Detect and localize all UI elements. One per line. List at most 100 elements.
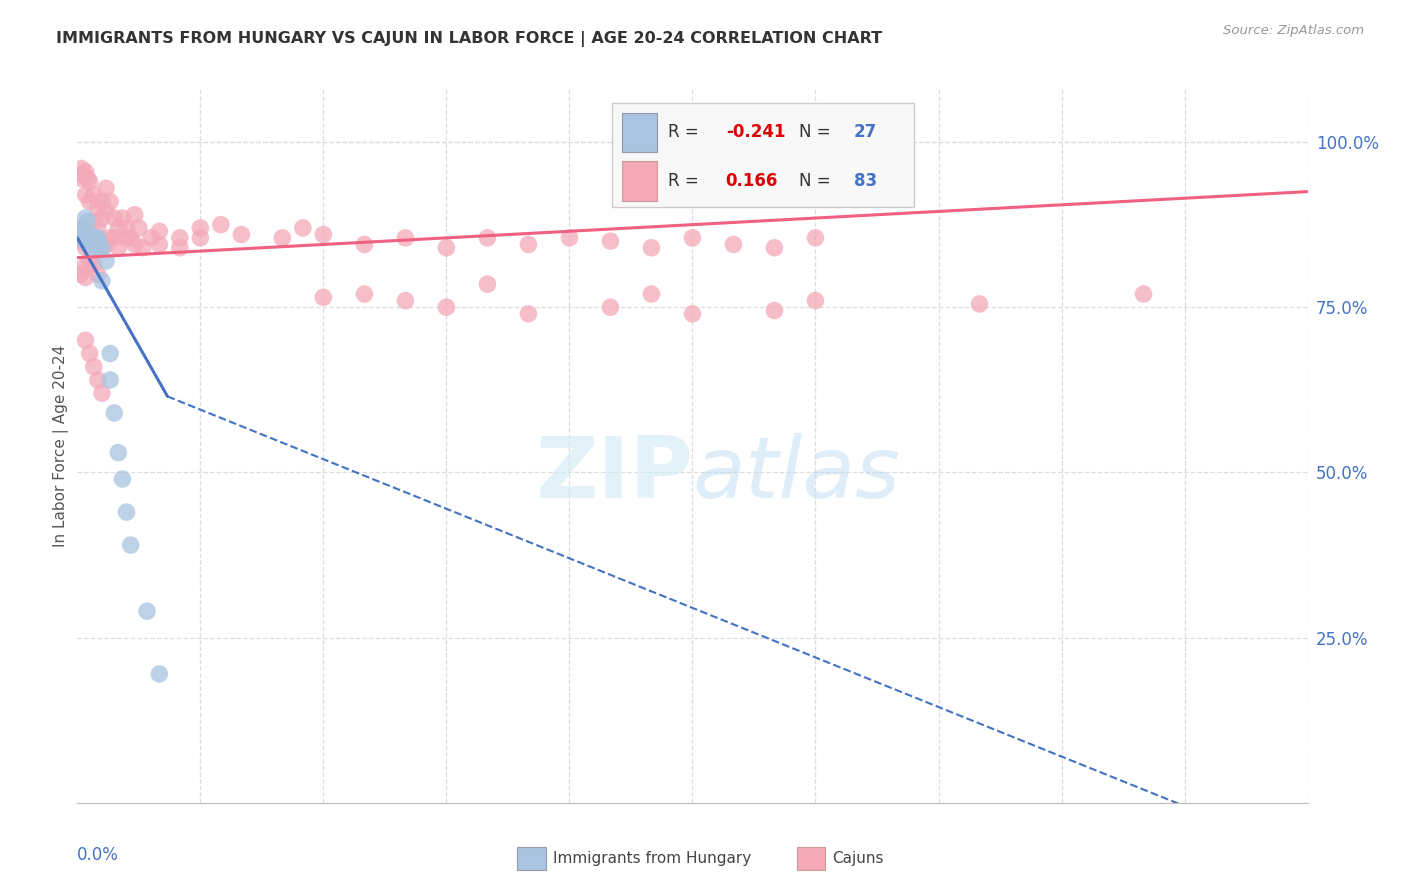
Bar	[623, 161, 657, 201]
Point	[79, 234, 101, 248]
Point	[763, 241, 786, 255]
Point	[87, 231, 110, 245]
Point	[353, 287, 375, 301]
Point	[83, 237, 105, 252]
Point	[115, 231, 138, 245]
Point	[79, 346, 101, 360]
Point	[969, 297, 991, 311]
Point	[231, 227, 253, 242]
Point	[75, 211, 97, 225]
Text: IMMIGRANTS FROM HUNGARY VS CAJUN IN LABOR FORCE | AGE 20-24 CORRELATION CHART: IMMIGRANTS FROM HUNGARY VS CAJUN IN LABO…	[56, 31, 883, 47]
Point	[103, 231, 125, 245]
Bar	[623, 112, 657, 152]
Point	[115, 221, 138, 235]
Text: 83: 83	[853, 172, 877, 190]
Point	[72, 260, 94, 275]
Point	[599, 234, 621, 248]
Point	[87, 241, 110, 255]
Text: R =: R =	[668, 172, 704, 190]
Point	[132, 241, 155, 255]
Point	[599, 300, 621, 314]
Text: 0.166: 0.166	[725, 172, 778, 190]
Point	[120, 538, 142, 552]
Point	[209, 218, 232, 232]
Point	[291, 221, 314, 235]
Point	[67, 231, 90, 245]
Point	[87, 231, 110, 245]
Point	[87, 221, 110, 235]
Point	[107, 221, 129, 235]
Point	[136, 604, 159, 618]
Point	[90, 241, 114, 255]
Point	[353, 237, 375, 252]
Point	[90, 241, 114, 255]
FancyBboxPatch shape	[613, 103, 914, 207]
Point	[90, 386, 114, 401]
Point	[804, 231, 827, 245]
Point	[79, 227, 101, 242]
Point	[804, 293, 827, 308]
Point	[107, 241, 129, 255]
Point	[79, 241, 101, 255]
Point	[312, 290, 335, 304]
Point	[83, 234, 105, 248]
Point	[271, 231, 294, 245]
Point	[640, 287, 662, 301]
Point	[75, 188, 97, 202]
Text: ZIP: ZIP	[534, 433, 693, 516]
Point	[75, 333, 97, 347]
Point	[94, 181, 117, 195]
Point	[94, 254, 117, 268]
Point	[69, 267, 91, 281]
Point	[120, 231, 142, 245]
Point	[103, 211, 125, 225]
Point	[87, 201, 110, 215]
Point	[83, 231, 105, 245]
Point	[83, 359, 105, 374]
Point	[111, 211, 134, 225]
Point	[79, 254, 101, 268]
Point	[83, 257, 105, 271]
Point	[70, 224, 93, 238]
Point	[90, 274, 114, 288]
Point	[94, 237, 117, 252]
Point	[682, 231, 704, 245]
Text: 27: 27	[853, 123, 877, 142]
Point	[124, 237, 146, 252]
Point	[148, 224, 170, 238]
Point	[436, 241, 458, 255]
Point	[98, 373, 121, 387]
Point	[640, 241, 662, 255]
Y-axis label: In Labor Force | Age 20-24: In Labor Force | Age 20-24	[53, 345, 69, 547]
Point	[477, 231, 499, 245]
Point	[79, 175, 101, 189]
Point	[169, 231, 191, 245]
Point	[1132, 287, 1154, 301]
Point	[72, 221, 94, 235]
Point	[128, 221, 150, 235]
Point	[83, 188, 105, 202]
Point	[79, 194, 101, 209]
Point	[98, 231, 121, 245]
Point	[188, 221, 212, 235]
Text: N =: N =	[800, 123, 837, 142]
Point	[90, 194, 114, 209]
Point	[141, 231, 163, 245]
Point	[115, 505, 138, 519]
Point	[98, 346, 121, 360]
Point	[67, 221, 90, 235]
Point	[75, 165, 97, 179]
Point	[394, 293, 416, 308]
Point	[70, 161, 93, 176]
Point	[169, 241, 191, 255]
Point	[75, 241, 97, 255]
Point	[723, 237, 745, 252]
Text: R =: R =	[668, 123, 704, 142]
Point	[312, 227, 335, 242]
Point	[148, 667, 170, 681]
Point	[70, 231, 93, 245]
Point	[517, 237, 540, 252]
Point	[70, 234, 93, 248]
Point	[103, 406, 125, 420]
Point	[111, 472, 134, 486]
